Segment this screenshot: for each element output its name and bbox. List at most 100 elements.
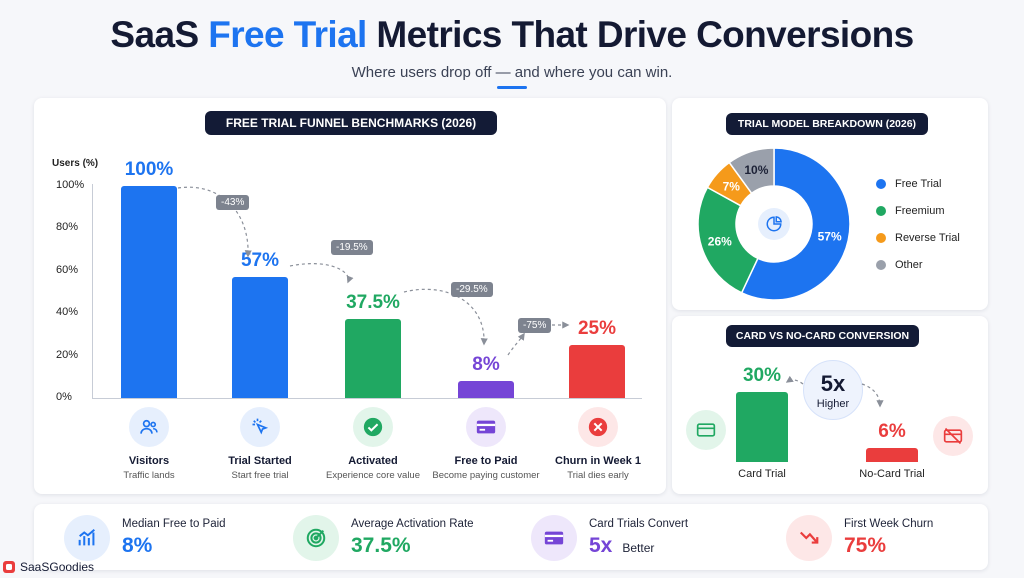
legend-label: Other xyxy=(895,259,923,271)
stage-desc: Trial dies early xyxy=(567,470,629,481)
pie-slice xyxy=(697,186,759,294)
stat-value: 37.5% xyxy=(351,534,411,557)
card-vs-bar-label: 30% xyxy=(742,365,782,386)
stage-desc: Become paying customer xyxy=(432,470,540,481)
stat-item: Card Trials Convert 5x Better xyxy=(531,511,688,565)
legend-item: Reverse Trial xyxy=(876,232,960,244)
stage-free-to-paid: Free to Paid Become paying customer xyxy=(421,407,551,481)
pie-slice xyxy=(740,147,851,301)
stat-label: Median Free to Paid xyxy=(122,518,226,530)
credit-card-icon xyxy=(466,407,506,447)
drop-badge: -19.5% xyxy=(331,240,373,255)
legend-label: Free Trial xyxy=(895,178,942,190)
y-tick-label: 40% xyxy=(56,306,79,319)
stage-name: Trial Started xyxy=(228,455,292,467)
no-card-icon xyxy=(933,416,973,456)
y-tick-label: 60% xyxy=(56,263,79,276)
stage-visitors: Visitors Traffic lands xyxy=(84,407,214,481)
funnel-bar xyxy=(458,381,514,398)
funnel-bar-label: 57% xyxy=(240,250,280,272)
legend-swatch xyxy=(876,179,886,189)
stage-activated: Activated Experience core value xyxy=(308,407,438,481)
funnel-bar xyxy=(121,186,177,398)
logo-text: SaaSGoodies xyxy=(20,560,95,574)
brand-logo: SaaSGoodies xyxy=(2,560,94,574)
stage-desc: Experience core value xyxy=(326,470,420,481)
stat-item: Average Activation Rate 37.5% xyxy=(293,511,474,565)
y-axis-label: Users (%) xyxy=(52,158,99,169)
subtitle-underline xyxy=(497,86,527,89)
stat-value: 75% xyxy=(844,534,887,557)
credit-card-icon xyxy=(531,515,577,561)
stat-value: 5x xyxy=(589,534,613,557)
bar-growth-icon xyxy=(64,515,110,561)
y-axis-line xyxy=(92,184,93,399)
funnel-bar xyxy=(569,345,625,398)
card-vs-bar xyxy=(736,392,788,462)
pie-slice xyxy=(728,147,775,195)
pie-slice-label: 10% xyxy=(744,163,768,177)
card-vs-title-pill: CARD VS NO-CARD CONVERSION xyxy=(726,325,919,347)
stat-suffix: Better xyxy=(622,541,655,555)
page-subtitle: Where users drop off — and where you can… xyxy=(351,64,673,81)
logo-mark-icon xyxy=(3,561,15,573)
stat-value: 8% xyxy=(122,534,153,557)
page-title: SaaS Free Trial Metrics That Drive Conve… xyxy=(110,14,914,55)
stat-label: Average Activation Rate xyxy=(351,518,474,530)
funnel-title-pill: FREE TRIAL FUNNEL BENCHMARKS (2026) xyxy=(205,111,497,135)
funnel-bar-label: 25% xyxy=(577,318,617,339)
pie-slice-label: 26% xyxy=(708,235,732,249)
stage-name: Free to Paid xyxy=(454,455,518,467)
x-circle-icon xyxy=(578,407,618,447)
stat-item: First Week Churn 75% xyxy=(786,511,933,565)
y-tick-label: 80% xyxy=(56,221,79,234)
multiplier-label: Higher xyxy=(816,398,850,410)
credit-card-icon xyxy=(686,410,726,450)
stat-label: First Week Churn xyxy=(844,518,934,530)
funnel-bar-label: 37.5% xyxy=(346,291,400,313)
target-icon xyxy=(293,515,339,561)
multiplier-badge: 5x Higher xyxy=(803,360,863,420)
drop-badge: -75% xyxy=(518,318,552,333)
legend-item: Free Trial xyxy=(876,178,941,190)
stage-name: Churn in Week 1 xyxy=(555,455,641,467)
legend-item: Freemium xyxy=(876,205,945,217)
users-icon xyxy=(129,407,169,447)
funnel-bar xyxy=(345,318,401,398)
check-circle-icon xyxy=(353,407,393,447)
stage-name: Visitors xyxy=(128,455,170,467)
x-axis-line xyxy=(92,398,642,399)
card-vs-category: No-Card Trial xyxy=(859,468,925,480)
stage-desc: Traffic lands xyxy=(123,470,175,481)
stat-label: Card Trials Convert xyxy=(589,518,689,530)
stage-trial-started: Trial Started Start free trial xyxy=(195,407,325,481)
y-tick-label: 100% xyxy=(56,179,85,191)
card-vs-bar-label: 6% xyxy=(878,421,906,442)
legend-label: Reverse Trial xyxy=(895,232,960,244)
legend-swatch xyxy=(876,206,886,216)
card-vs-bar xyxy=(866,448,918,462)
legend-swatch xyxy=(876,233,886,243)
funnel-bar xyxy=(232,277,288,398)
stat-item: Median Free to Paid 8% xyxy=(64,511,226,565)
funnel-bar-label: 100% xyxy=(124,159,174,180)
legend-item: Other xyxy=(876,259,923,271)
pie-title-pill: TRIAL MODEL BREAKDOWN (2026) xyxy=(726,113,928,135)
drop-badge: -29.5% xyxy=(451,282,493,297)
funnel-bar-label: 8% xyxy=(472,354,500,376)
legend-swatch xyxy=(876,260,886,270)
multiplier-value: 5x xyxy=(820,371,846,396)
legend-label: Freemium xyxy=(895,205,945,217)
y-tick-label: 0% xyxy=(56,391,72,403)
cursor-click-icon xyxy=(240,407,280,447)
stage-name: Activated xyxy=(348,455,398,467)
drop-badge: -43% xyxy=(216,195,250,210)
pie-slice-label: 7% xyxy=(723,179,741,193)
pie-chart: 57% 26% 7%10% xyxy=(697,147,851,301)
card-vs-category: Card Trial xyxy=(738,468,786,480)
pie-slice-label: 57% xyxy=(818,229,842,243)
stage-churn: Churn in Week 1 Trial dies early xyxy=(533,407,663,481)
y-tick-label: 20% xyxy=(56,348,79,361)
pie-center-icon xyxy=(758,208,790,240)
trend-down-icon xyxy=(786,515,832,561)
